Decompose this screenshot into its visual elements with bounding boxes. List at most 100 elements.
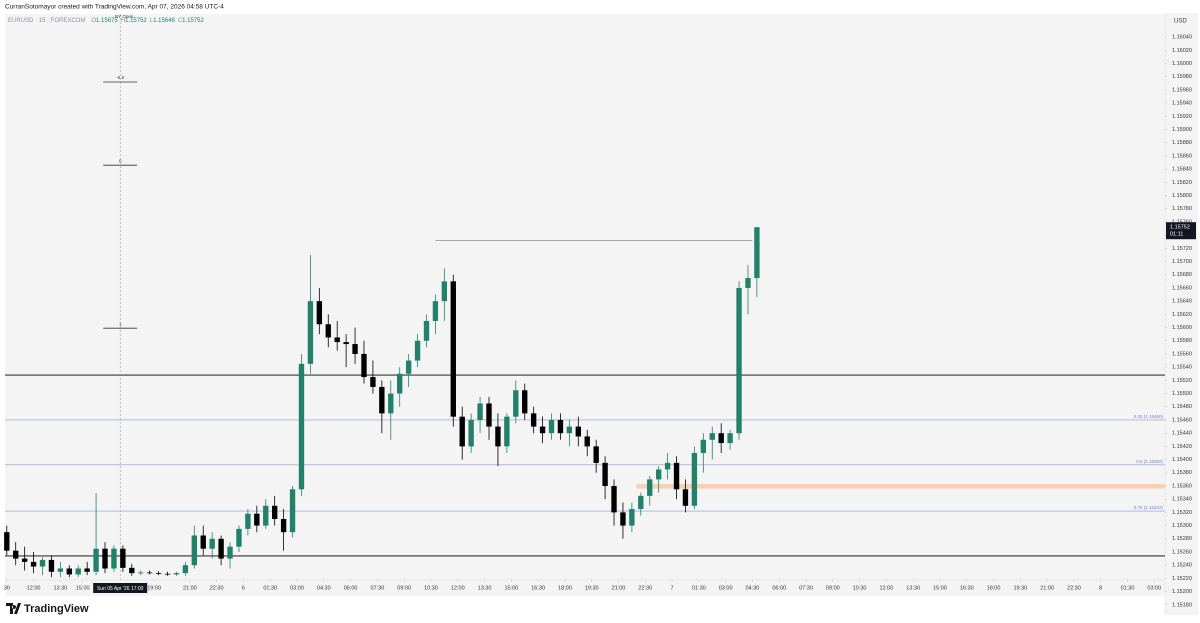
candle-body bbox=[664, 462, 671, 470]
candle-body bbox=[423, 320, 430, 341]
x-tick-label: 12:00 bbox=[880, 585, 894, 591]
y-tick-label: 1.15540 bbox=[1172, 365, 1192, 371]
candle-body bbox=[245, 513, 251, 529]
legend: EURUSD · 15 · FOREXCOM O1.15675 H1.15752 L1… bbox=[8, 18, 205, 24]
candle-body bbox=[593, 446, 599, 463]
candle-body bbox=[66, 568, 72, 575]
candle-body bbox=[495, 426, 501, 447]
candle-body bbox=[548, 419, 555, 434]
x-tick-label: 09:00 bbox=[397, 585, 411, 591]
candle-body bbox=[129, 567, 135, 574]
candle-body bbox=[459, 416, 465, 447]
zone bbox=[636, 483, 1165, 489]
candle-body bbox=[405, 360, 412, 374]
candle-body bbox=[504, 416, 510, 447]
candle-body bbox=[48, 559, 55, 572]
x-tick-label: 21:00 bbox=[1040, 585, 1054, 591]
plot-area bbox=[5, 14, 1165, 596]
fib-label: 0.75 (1.15322) bbox=[1134, 505, 1164, 510]
candle-body bbox=[700, 439, 707, 453]
marker-label: 0 bbox=[119, 158, 122, 163]
y-tick-label: 1.15400 bbox=[1172, 457, 1192, 463]
author-line: CurranSotomayor created with TradingView… bbox=[5, 4, 224, 11]
marker-label: 1 bbox=[119, 321, 122, 326]
y-tick-label: 1.15860 bbox=[1172, 153, 1192, 159]
legend-value: 1.15646 bbox=[153, 18, 175, 24]
candle-body bbox=[530, 413, 537, 427]
session-label: NY Open bbox=[115, 14, 134, 19]
candle-body bbox=[468, 419, 474, 447]
last-price-tag bbox=[1166, 222, 1196, 240]
candle-body bbox=[111, 548, 117, 569]
y-tick-label: 1.15180 bbox=[1172, 602, 1192, 608]
candle-body bbox=[557, 419, 564, 434]
candle-body bbox=[75, 568, 81, 575]
candle-body bbox=[209, 538, 215, 549]
x-tick-label: 03:00 bbox=[290, 585, 304, 591]
candle-body bbox=[289, 489, 296, 533]
x-tick-label: 03:00 bbox=[1147, 585, 1161, 591]
candle-body bbox=[334, 337, 340, 343]
candle-body bbox=[611, 485, 617, 513]
y-tick-label: 1.15340 bbox=[1172, 497, 1192, 503]
candle-body bbox=[602, 462, 608, 486]
candle-body bbox=[218, 538, 224, 559]
x-tick-label: 22:30 bbox=[210, 585, 224, 591]
candle-body bbox=[280, 518, 287, 533]
x-tick-label: 21:00 bbox=[612, 585, 626, 591]
candle-body bbox=[30, 561, 37, 567]
candle-body bbox=[736, 287, 742, 434]
candle-body bbox=[4, 532, 10, 551]
crosshair-box: Sun 05 Apr '26 17:00 bbox=[93, 583, 148, 593]
x-tick-label: 01:30 bbox=[692, 585, 706, 591]
candle-body bbox=[655, 469, 662, 480]
y-tick-label: 1.15920 bbox=[1172, 114, 1192, 120]
candle-body bbox=[236, 528, 242, 547]
y-tick-label: 1.15220 bbox=[1172, 576, 1192, 582]
legend-key: H bbox=[121, 18, 125, 24]
x-tick-label: 19:00 bbox=[147, 585, 161, 591]
y-tick-label: 1.15720 bbox=[1172, 246, 1192, 252]
candle-body bbox=[432, 301, 439, 321]
y-tick-label: 1.15300 bbox=[1172, 523, 1192, 529]
y-tick-label: 1.15960 bbox=[1172, 87, 1192, 93]
x-tick-label: 16:30 bbox=[960, 585, 974, 591]
x-tick-label: 19:30 bbox=[585, 585, 599, 591]
candle-body bbox=[138, 572, 144, 574]
x-tick-label: 12:00 bbox=[27, 585, 41, 591]
candle-body bbox=[155, 573, 162, 574]
x-tick-label: 18:00 bbox=[987, 585, 1001, 591]
logo-mark bbox=[6, 603, 21, 614]
y-tick-label: 1.15520 bbox=[1172, 378, 1192, 384]
candle-body bbox=[566, 426, 573, 434]
y-tick-label: 1.15800 bbox=[1172, 193, 1192, 199]
candle-body bbox=[388, 393, 394, 414]
y-tick-label: 1.15820 bbox=[1172, 180, 1192, 186]
x-tick-label: 8 bbox=[1099, 585, 1102, 591]
x-tick-label: 07:30 bbox=[370, 585, 384, 591]
x-tick-label: 13:30 bbox=[478, 585, 492, 591]
y-tick-label: 1.15900 bbox=[1172, 127, 1192, 133]
candle-body bbox=[441, 281, 448, 302]
candle-body bbox=[575, 426, 581, 437]
x-tick-label: 15:00 bbox=[504, 585, 518, 591]
legend-key: C bbox=[178, 18, 183, 24]
x-tick-label: 18:00 bbox=[558, 585, 572, 591]
y-tick-label: 1.16040 bbox=[1172, 35, 1192, 41]
candle-body bbox=[298, 363, 305, 490]
legend-symbol: EURUSD · 15 · FOREXCOM bbox=[8, 18, 85, 24]
y-tick-label: 1.15620 bbox=[1172, 312, 1192, 318]
x-tick-label: 16:30 bbox=[531, 585, 545, 591]
y-tick-label: 1.15240 bbox=[1172, 563, 1192, 569]
candle-body bbox=[379, 386, 385, 414]
y-tick-label: 1.15840 bbox=[1172, 167, 1192, 173]
candle-body bbox=[754, 227, 760, 279]
candle-body bbox=[745, 278, 751, 288]
candle-body bbox=[343, 342, 349, 345]
x-tick-label: 22:30 bbox=[638, 585, 652, 591]
currency: USD bbox=[1174, 19, 1187, 25]
candle-body bbox=[397, 373, 403, 394]
x-tick-label: 7 bbox=[671, 585, 674, 591]
x-tick-label: 13:30 bbox=[906, 585, 920, 591]
candle-body bbox=[57, 568, 64, 572]
